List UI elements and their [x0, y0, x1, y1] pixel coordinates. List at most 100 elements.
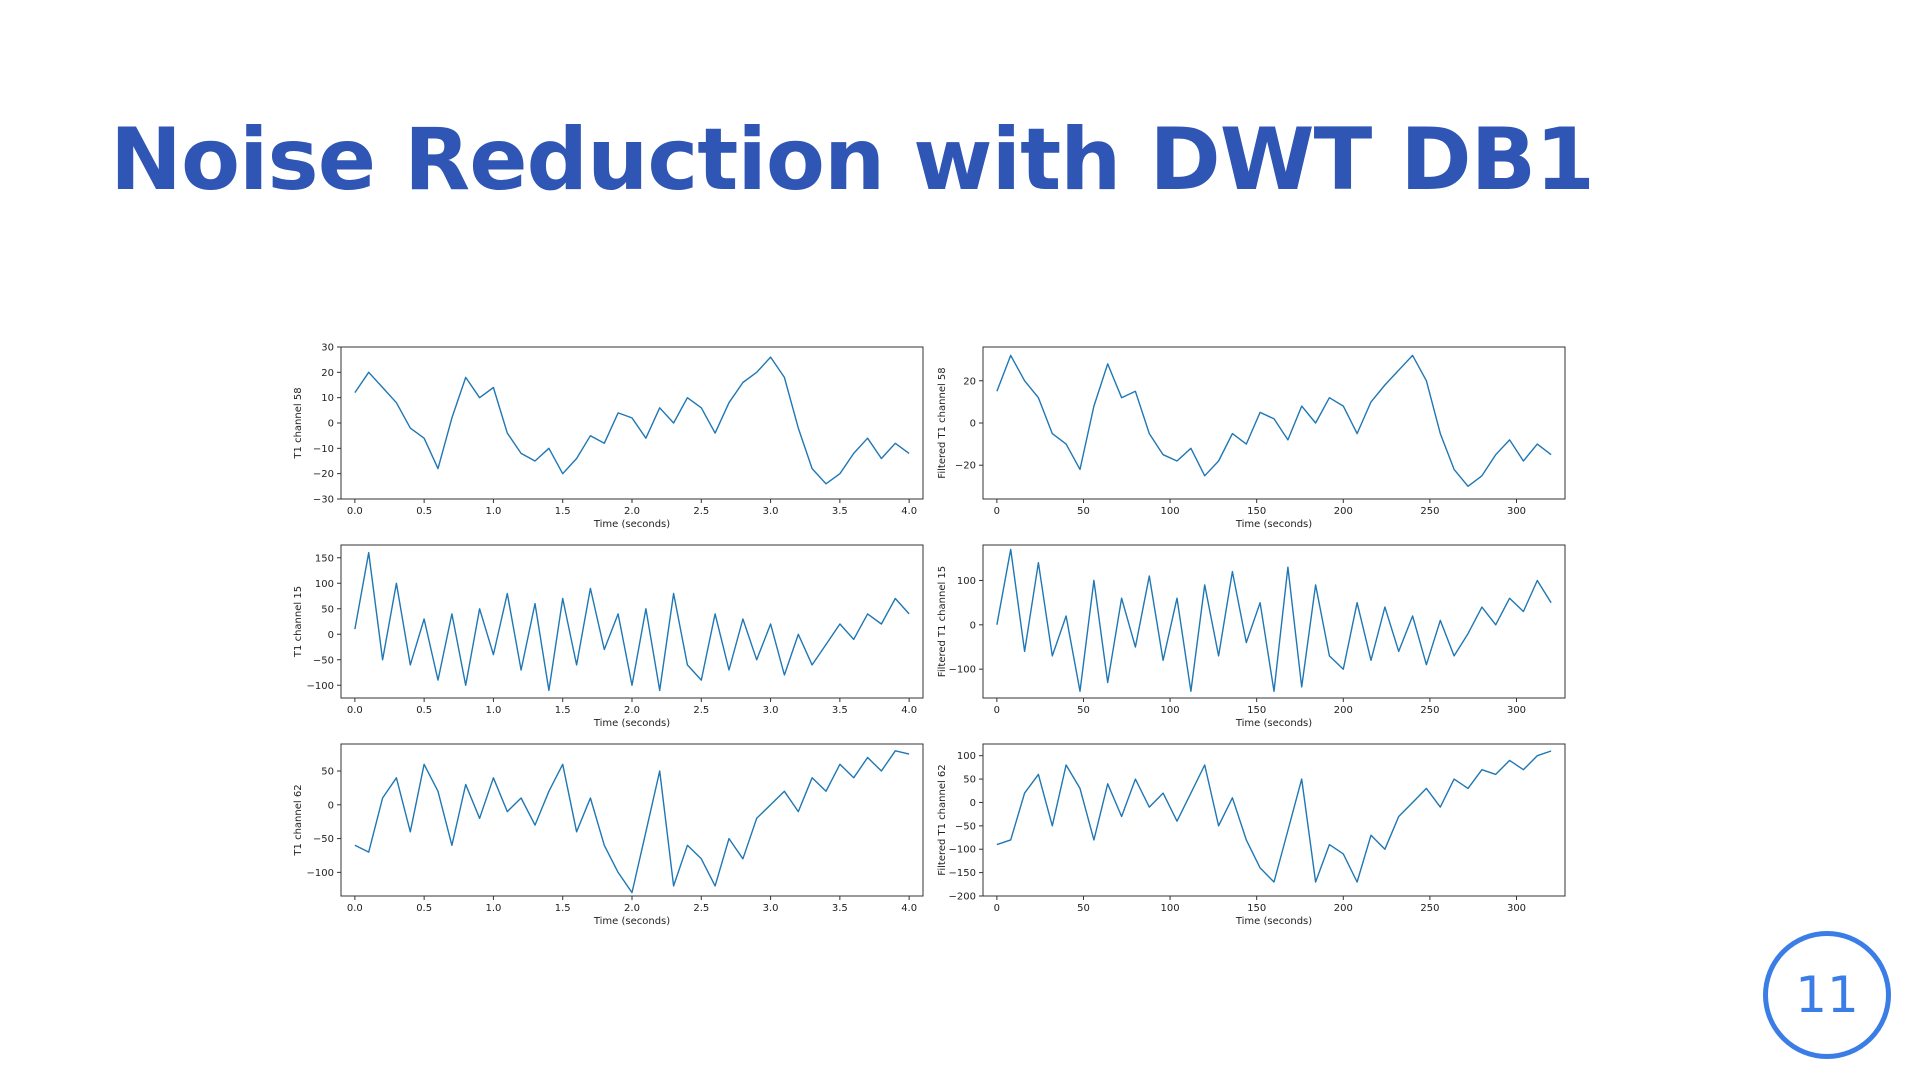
x-tick-label: 3.0	[763, 903, 779, 914]
series-line	[354, 750, 910, 894]
series-line	[354, 356, 910, 485]
x-tick-label: 100	[1161, 903, 1180, 914]
y-axis-label: Filtered T1 channel 15	[937, 566, 948, 677]
y-tick-label: −150	[949, 868, 976, 879]
x-tick-label: 0	[994, 506, 1000, 517]
x-tick-label: 0.0	[347, 506, 363, 517]
x-tick-label: 1.0	[485, 705, 501, 716]
x-tick-label: 150	[1247, 705, 1266, 716]
x-tick-label: 2.5	[693, 903, 709, 914]
x-axis-label: Time (seconds)	[1235, 916, 1312, 927]
x-tick-label: 300	[1507, 506, 1526, 517]
y-tick-label: −50	[313, 834, 334, 845]
x-tick-label: 100	[1161, 705, 1180, 716]
y-tick-label: 20	[963, 376, 976, 387]
y-tick-label: 50	[963, 775, 976, 786]
y-tick-label: −100	[949, 845, 976, 856]
x-tick-label: 3.5	[832, 705, 848, 716]
x-tick-label: 2.0	[624, 705, 640, 716]
x-tick-label: 200	[1334, 903, 1353, 914]
y-axis-label: T1 channel 62	[293, 784, 304, 856]
x-tick-label: 250	[1420, 903, 1439, 914]
y-axis-label: T1 channel 15	[293, 586, 304, 658]
series-line	[996, 354, 1552, 487]
y-tick-label: 0	[970, 419, 976, 430]
y-tick-label: −100	[949, 665, 976, 676]
x-tick-label: 300	[1507, 705, 1526, 716]
x-tick-label: 50	[1077, 506, 1090, 517]
y-tick-label: −100	[307, 681, 334, 692]
y-tick-label: −50	[313, 655, 334, 666]
plot-frame	[982, 346, 1566, 500]
x-tick-label: 1.0	[485, 506, 501, 517]
plot-frame	[982, 743, 1566, 897]
x-tick-label: 0.0	[347, 705, 363, 716]
y-tick-label: −200	[949, 892, 976, 903]
x-tick-label: 0.0	[347, 903, 363, 914]
y-tick-label: 100	[957, 751, 976, 762]
subplot-4: 0 50 100 150 200 250 300 −100 0 100 Time (seconds)…	[937, 544, 1566, 729]
y-tick-label: 0	[970, 798, 976, 809]
x-tick-label: 1.5	[555, 506, 571, 517]
x-tick-label: 0.5	[416, 506, 432, 517]
y-tick-label: −100	[307, 868, 334, 879]
x-tick-label: 3.0	[763, 506, 779, 517]
subplot-2: 0 50 100 150 200 250 300 −20 0 20 Time (seconds) Fi…	[937, 346, 1566, 530]
x-tick-label: 0	[994, 705, 1000, 716]
y-tick-label: 100	[315, 579, 334, 590]
y-tick-label: 30	[321, 343, 334, 354]
x-tick-label: 2.0	[624, 903, 640, 914]
x-tick-label: 3.5	[832, 506, 848, 517]
y-tick-label: 100	[957, 576, 976, 587]
x-tick-label: 2.0	[624, 506, 640, 517]
x-tick-label: 100	[1161, 506, 1180, 517]
x-axis-label: Time (seconds)	[593, 519, 670, 530]
x-tick-label: 150	[1247, 903, 1266, 914]
x-tick-label: 2.5	[693, 506, 709, 517]
plot-frame	[340, 743, 924, 897]
y-tick-label: 50	[321, 767, 334, 778]
y-tick-label: 150	[315, 553, 334, 564]
x-tick-label: 3.5	[832, 903, 848, 914]
y-axis-label: T1 channel 58	[293, 387, 304, 459]
x-tick-label: 150	[1247, 506, 1266, 517]
y-tick-label: 0	[328, 630, 334, 641]
x-tick-label: 0.5	[416, 903, 432, 914]
x-tick-label: 1.5	[555, 705, 571, 716]
x-tick-label: 1.0	[485, 903, 501, 914]
plot-frame	[340, 544, 924, 699]
y-axis-label: Filtered T1 channel 58	[937, 367, 948, 478]
series-line	[996, 548, 1552, 692]
y-tick-label: −10	[313, 444, 334, 455]
x-tick-label: 4.0	[901, 705, 917, 716]
page-number: 11	[1795, 966, 1859, 1024]
y-tick-label: −30	[313, 495, 334, 506]
y-tick-label: 20	[321, 368, 334, 379]
x-tick-label: 250	[1420, 705, 1439, 716]
x-axis-label: Time (seconds)	[593, 718, 670, 729]
y-axis-label: Filtered T1 channel 62	[937, 764, 948, 875]
x-tick-label: 4.0	[901, 506, 917, 517]
y-tick-label: −20	[313, 469, 334, 480]
x-tick-label: 3.0	[763, 705, 779, 716]
slide-title: Noise Reduction with DWT DB1	[110, 110, 1595, 210]
x-tick-label: 0.5	[416, 705, 432, 716]
x-tick-label: 200	[1334, 705, 1353, 716]
x-axis-label: Time (seconds)	[1235, 718, 1312, 729]
x-tick-label: 200	[1334, 506, 1353, 517]
subplot-3: 0.0 0.5 1.0 1.5 2.0 2.5 3.0 3.5 4.0 −100 −50 0 50 100…	[293, 544, 924, 729]
subplot-6: 0 50 100 150 200 250 300 −200 −150 −100 −50 0 50 100 T…	[937, 743, 1566, 927]
x-tick-label: 0	[994, 903, 1000, 914]
subplot-1: 0.0 0.5 1.0 1.5 2.0 2.5 3.0 3.5 4.0 −30 −20 −10 0 10 2…	[293, 343, 924, 530]
x-tick-label: 50	[1077, 903, 1090, 914]
subplot-5: 0.0 0.5 1.0 1.5 2.0 2.5 3.0 3.5 4.0 −100 −50 0 50 Tim…	[293, 743, 924, 927]
x-axis-label: Time (seconds)	[1235, 519, 1312, 530]
y-tick-label: −50	[955, 821, 976, 832]
y-tick-label: 0	[328, 800, 334, 811]
y-tick-label: 10	[321, 393, 334, 404]
x-tick-label: 50	[1077, 705, 1090, 716]
series-line	[354, 551, 910, 692]
series-line	[996, 750, 1552, 883]
x-tick-label: 4.0	[901, 903, 917, 914]
